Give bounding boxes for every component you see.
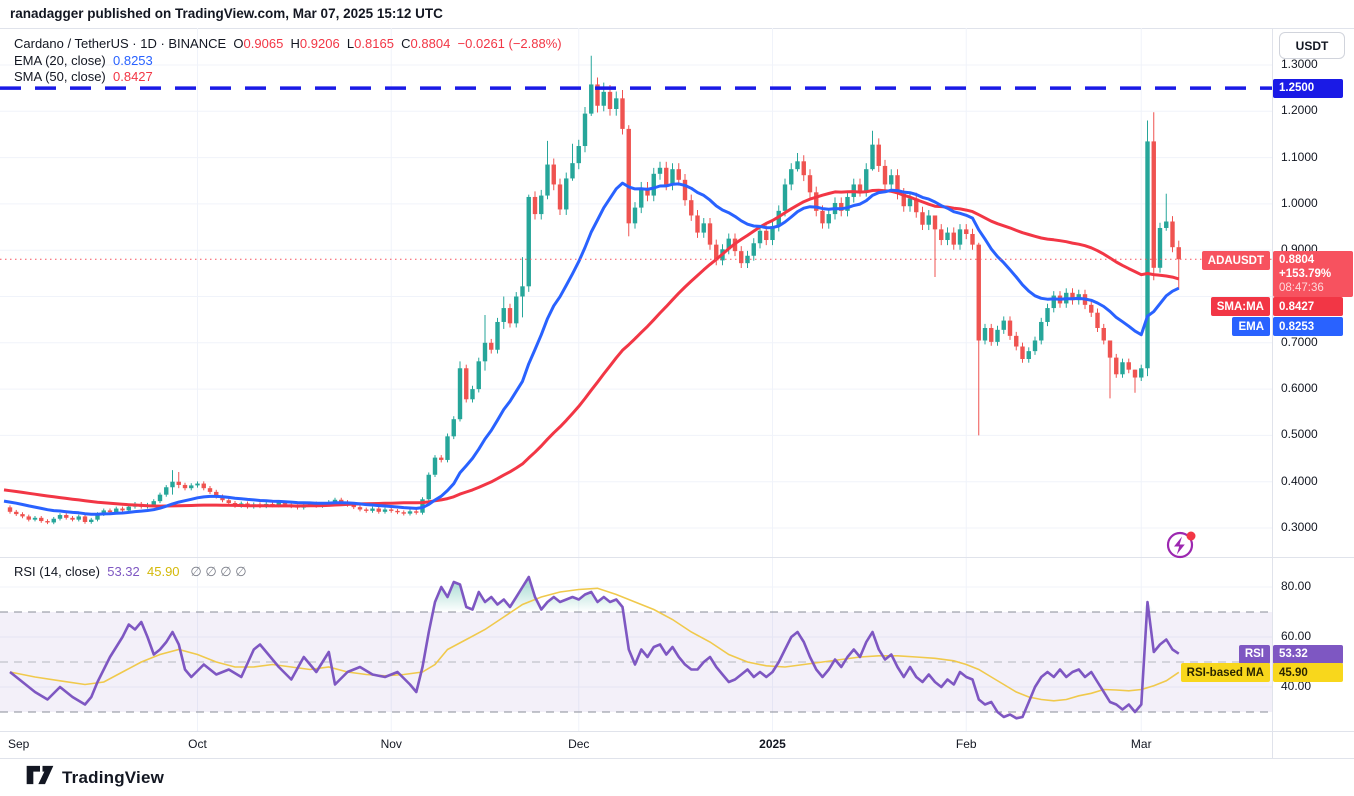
sma-axis-badge: 0.8427 [1273, 297, 1343, 316]
ema-float-label: EMA [1232, 317, 1270, 336]
open-value: 0.9065 [243, 36, 284, 51]
rsi-ma-value: 45.90 [147, 564, 180, 579]
ema-legend-row: EMA (20, close) 0.8253 [14, 53, 562, 70]
time-axis-divider [0, 731, 1354, 732]
currency-toggle-button[interactable]: USDT [1279, 32, 1345, 59]
rsi-tick-60.00: 60.00 [1281, 629, 1312, 643]
tradingview-footer: TradingView [25, 764, 164, 791]
close-label: C [401, 36, 411, 51]
price-pane [0, 28, 1272, 557]
high-value: 0.9206 [299, 36, 340, 51]
symbol-price-label: ADAUSDT [1201, 251, 1270, 270]
time-label-Oct: Oct [188, 737, 207, 751]
rsi-empty-slots: ∅ ∅ ∅ ∅ [190, 564, 247, 579]
last-price-change-pct: +153.79% [1279, 268, 1332, 280]
header-divider [0, 28, 1354, 29]
rsi-value: 53.32 [107, 564, 140, 579]
tradingview-logo-icon[interactable] [25, 764, 55, 791]
ema-20-line [3, 181, 1180, 516]
bar-countdown: 08:47:36 [1279, 282, 1324, 294]
rsi-pane [0, 557, 1272, 731]
ema-value: 0.8253 [113, 52, 153, 68]
rsi-float-label: RSI [1238, 644, 1270, 664]
price-tick-0.6000: 0.6000 [1281, 381, 1318, 396]
symbol-ohlc-row: Cardano / TetherUS · 1D · BINANCE O0.906… [14, 36, 562, 53]
price-tick-0.7000: 0.7000 [1281, 334, 1318, 349]
rsi-title: RSI (14, close) [14, 564, 100, 579]
sma-50-line [3, 188, 1180, 508]
open-label: O [233, 36, 244, 51]
close-value: 0.8804 [410, 36, 451, 51]
time-label-2025: 2025 [759, 737, 786, 751]
high-label: H [290, 36, 300, 51]
price-tick-1.0000: 1.0000 [1281, 195, 1318, 210]
price-tick-1.3000: 1.3000 [1281, 57, 1318, 71]
footer-divider [0, 758, 1354, 759]
rsi-ma-line [9, 587, 1180, 702]
pane-divider [0, 557, 1354, 558]
rsi-overbought-fill [10, 577, 1179, 612]
rsi-line [9, 575, 1180, 720]
tradingview-logo-text[interactable]: TradingView [62, 767, 165, 787]
last-price-badge[interactable]: 0.8804 +153.79% 08:47:36 [1273, 251, 1353, 297]
time-label-Nov: Nov [380, 737, 402, 751]
rsi-tick-40.00: 40.00 [1281, 679, 1312, 693]
time-label-Sep: Sep [8, 737, 30, 751]
last-price-value: 0.8804 [1279, 254, 1315, 266]
reaction-lightning-icon[interactable] [1164, 527, 1198, 566]
price-tick-0.5000: 0.5000 [1281, 427, 1318, 442]
low-value: 0.8165 [354, 36, 394, 51]
price-tick-0.3000: 0.3000 [1281, 520, 1318, 534]
rsi-ma-axis-badge: 45.90 [1273, 663, 1343, 683]
price-tick-1.2000: 1.2000 [1281, 103, 1318, 118]
price-tick-0.4000: 0.4000 [1281, 473, 1318, 488]
axis-separator [1272, 28, 1273, 758]
rsi-axis-badge: 53.32 [1273, 644, 1343, 664]
ema-axis-badge: 0.8253 [1273, 317, 1343, 336]
candles [7, 55, 1181, 525]
sma-float-label: SMA:MA [1210, 297, 1270, 316]
level-price-badge[interactable]: 1.2500 [1273, 78, 1343, 98]
sma-label: SMA (50, close) [14, 69, 106, 84]
main-legend: Cardano / TetherUS · 1D · BINANCE O0.906… [14, 36, 562, 86]
change-value: −0.0261 (−2.88%) [457, 36, 562, 51]
time-label-Dec: Dec [568, 737, 590, 751]
low-label: L [346, 36, 355, 51]
rsi-tick-80.00: 80.00 [1281, 579, 1312, 593]
attribution-text: ranadagger published on TradingView.com,… [10, 6, 443, 21]
sma-legend-row: SMA (50, close) 0.8427 [14, 69, 562, 86]
price-tick-1.1000: 1.1000 [1281, 149, 1318, 164]
sma-value: 0.8427 [113, 69, 153, 84]
rsi-legend: RSI (14, close) 53.32 45.90 ∅ ∅ ∅ ∅ [14, 564, 247, 580]
time-label-Feb: Feb [955, 737, 977, 751]
time-label-Mar: Mar [1130, 737, 1152, 751]
rsi-ma-float-label: RSI-based MA [1180, 663, 1270, 683]
symbol-title: Cardano / TetherUS · 1D · BINANCE [14, 36, 227, 51]
ema-label: EMA (20, close) [14, 52, 106, 68]
